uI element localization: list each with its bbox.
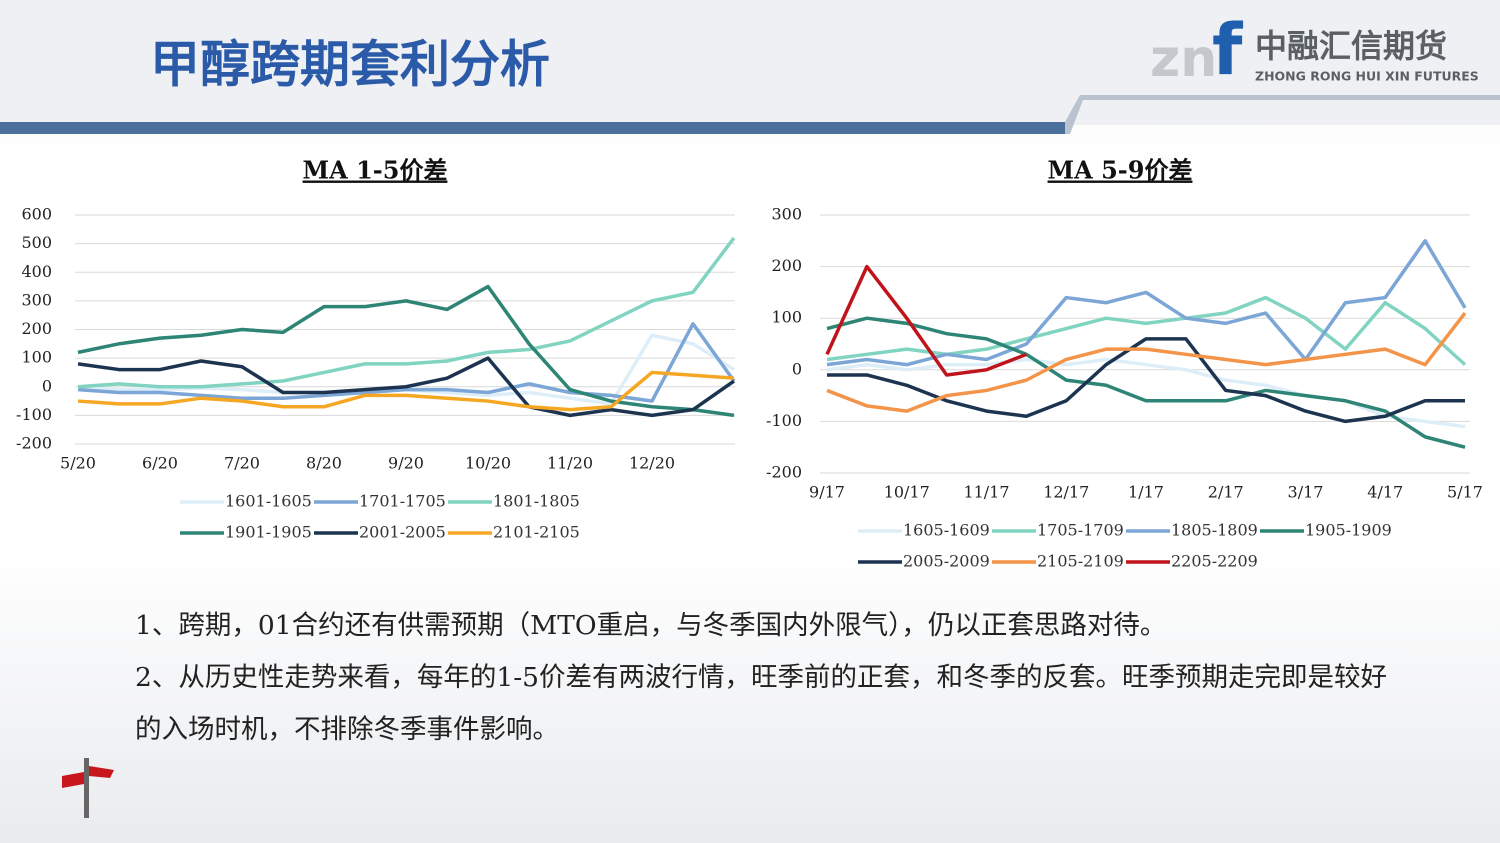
- series-line: [77, 356, 736, 418]
- x-tick-label: 1/17: [1128, 483, 1164, 502]
- legend-label: 2001-2005: [359, 523, 446, 542]
- logo-mark-b: f: [1212, 9, 1244, 91]
- y-tick-label: 200: [21, 319, 52, 338]
- y-tick-label: -100: [16, 405, 52, 424]
- x-tick-label: 12/17: [1043, 483, 1089, 502]
- signpost-icon: [62, 758, 114, 818]
- y-tick-label: 100: [771, 308, 802, 327]
- y-tick-label: 200: [771, 256, 802, 275]
- legend-label: 1701-1705: [359, 492, 446, 511]
- legend-label: 2101-2105: [493, 523, 580, 542]
- legend-label: 2205-2209: [1171, 552, 1258, 571]
- series-line: [826, 311, 1467, 413]
- y-tick-label: 500: [21, 233, 52, 252]
- y-tick-label: 100: [21, 348, 52, 367]
- series-line: [826, 239, 1467, 367]
- series-line: [77, 284, 735, 418]
- x-tick-label: 8/20: [306, 454, 342, 473]
- notes: 1、跨期，01合约还有供需预期（MTO重启，与冬季国内外限气），仍以正套思路对待…: [135, 600, 1400, 756]
- legend-label: 1801-1805: [493, 492, 580, 511]
- header-band: [0, 0, 1500, 125]
- x-tick-label: 3/17: [1288, 483, 1324, 502]
- x-tick-label: 12/20: [629, 454, 675, 473]
- legend-label: 1605-1609: [903, 521, 990, 540]
- x-tick-label: 7/20: [224, 454, 260, 473]
- y-tick-label: -200: [16, 434, 52, 453]
- x-tick-label: 11/20: [547, 454, 593, 473]
- header-rule-tail: [1065, 95, 1500, 134]
- legend-label: 1905-1909: [1305, 521, 1392, 540]
- note: 1、跨期，01合约还有供需预期（MTO重启，与冬季国内外限气），仍以正套思路对待…: [135, 610, 1167, 641]
- y-tick-label: -100: [766, 411, 802, 430]
- logo-cn: 中融汇信期货: [1255, 27, 1447, 65]
- logo-mark-a: zn: [1150, 29, 1217, 89]
- series-line: [77, 370, 735, 412]
- series-line: [77, 236, 736, 389]
- y-tick-label: 600: [21, 205, 52, 224]
- x-tick-label: 11/17: [963, 483, 1009, 502]
- header-rule: [0, 122, 1065, 134]
- x-tick-label: 5/17: [1447, 483, 1483, 502]
- y-tick-label: -200: [766, 463, 802, 482]
- note: 2、从历史性走势来看，每年的1-5价差有两波行情，旺季前的正套，和冬季的反套。旺…: [135, 662, 1388, 745]
- x-tick-label: 10/17: [884, 483, 930, 502]
- series-line: [827, 337, 1465, 424]
- legend-label: 1601-1605: [225, 492, 312, 511]
- legend-label: 1901-1905: [225, 523, 312, 542]
- x-tick-label: 9/20: [388, 454, 424, 473]
- legend-label: 1705-1709: [1037, 521, 1124, 540]
- legend-label: 2105-2109: [1037, 552, 1124, 571]
- y-tick-label: 300: [771, 205, 802, 224]
- slide-title: 甲醇跨期套利分析: [150, 36, 550, 94]
- series-line: [825, 264, 1028, 377]
- chart-title: MA 1-5价差: [303, 156, 448, 185]
- y-tick-label: 300: [21, 290, 52, 309]
- logo-en: ZHONG RONG HUI XIN FUTURES: [1255, 69, 1479, 84]
- y-tick-label: 400: [21, 262, 52, 281]
- x-tick-label: 2/17: [1208, 483, 1244, 502]
- x-tick-label: 5/20: [60, 454, 96, 473]
- y-tick-label: 0: [792, 359, 802, 378]
- chart-title: MA 5-9价差: [1048, 156, 1193, 185]
- x-tick-label: 10/20: [465, 454, 511, 473]
- legend-label: 2005-2009: [903, 552, 990, 571]
- x-tick-label: 6/20: [142, 454, 178, 473]
- series-line: [826, 295, 1467, 366]
- series-line: [826, 316, 1466, 449]
- legend-label: 1805-1809: [1171, 521, 1258, 540]
- x-tick-label: 4/17: [1367, 483, 1403, 502]
- x-tick-label: 9/17: [809, 483, 845, 502]
- y-tick-label: 0: [42, 376, 52, 395]
